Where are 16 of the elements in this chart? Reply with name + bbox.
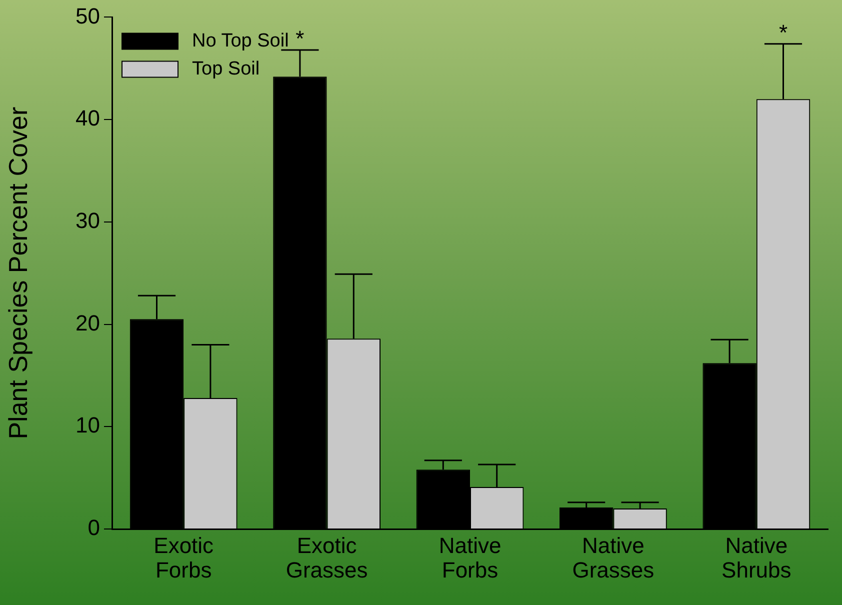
y-tick-label: 30 [76, 208, 100, 233]
y-tick-label: 50 [76, 3, 100, 28]
x-tick-label: Exotic Forbs [154, 533, 214, 582]
x-tick-label: Native Forbs [438, 533, 502, 582]
legend-label: Top Soil [192, 58, 260, 80]
y-tick-label: 20 [76, 310, 100, 336]
annotation: * [296, 26, 305, 52]
annotation: * [778, 20, 788, 45]
y-axis-title: Plant Species Percent Cover [2, 106, 33, 440]
x-tick-label: Exotic Grasses [286, 533, 368, 582]
legend-label: No Top Soil [192, 30, 289, 52]
y-tick-label: 0 [88, 515, 100, 540]
y-tick-label: 10 [76, 412, 100, 438]
x-tick-label: Native Grasses [572, 533, 654, 582]
x-tick-label: Native Shrubs [722, 533, 792, 582]
y-tick-label: 40 [76, 106, 100, 131]
